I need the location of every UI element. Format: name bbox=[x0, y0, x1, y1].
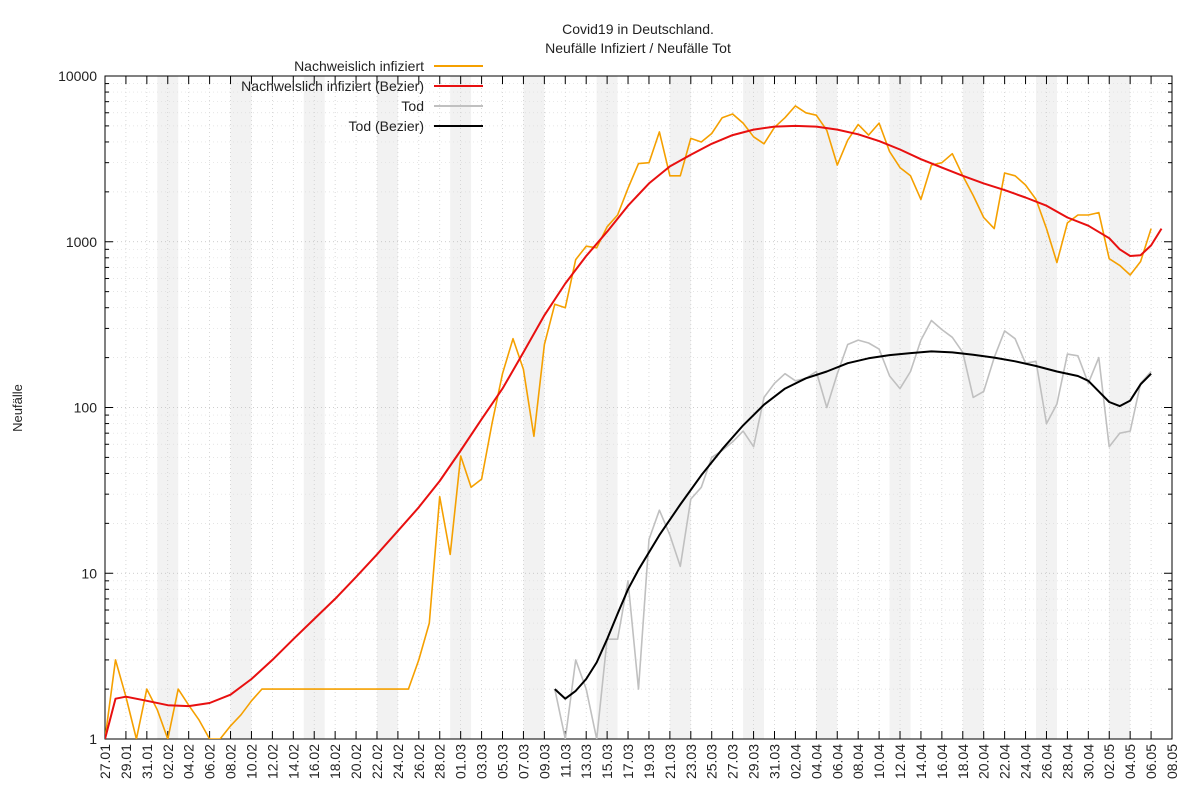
x-tick-label: 25.03 bbox=[704, 744, 720, 779]
x-tick-label: 29.03 bbox=[746, 744, 762, 779]
x-tick-label: 16.04 bbox=[934, 744, 950, 779]
x-tick-label: 26.04 bbox=[1038, 744, 1054, 779]
x-tick-label: 12.02 bbox=[264, 744, 280, 779]
x-tick-label: 02.04 bbox=[787, 744, 803, 779]
series-line-2 bbox=[105, 124, 1163, 739]
x-tick-label: 10.04 bbox=[871, 744, 887, 779]
x-tick-label: 20.02 bbox=[348, 744, 364, 779]
x-tick-label: 06.02 bbox=[202, 744, 218, 779]
x-tick-label: 05.03 bbox=[495, 744, 511, 779]
x-tick-label: 04.05 bbox=[1122, 744, 1138, 779]
x-tick-label: 26.02 bbox=[411, 744, 427, 779]
x-tick-label: 10.02 bbox=[243, 744, 259, 779]
y-axis-label: Neufälle bbox=[10, 384, 25, 432]
x-tick-label: 14.02 bbox=[285, 744, 301, 779]
x-tick-label: 24.04 bbox=[1018, 744, 1034, 779]
series-line-4 bbox=[554, 350, 1152, 700]
x-tick-label: 28.04 bbox=[1059, 744, 1075, 779]
x-tick-label: 08.02 bbox=[223, 744, 239, 779]
x-tick-label: 03.03 bbox=[474, 744, 490, 779]
y-axis: 1 10 100 1000 10000 bbox=[58, 68, 1172, 747]
weekend-band bbox=[157, 76, 179, 739]
x-tick-label: 24.02 bbox=[390, 744, 406, 779]
legend-label: Nachweislich infiziert (Bezier) bbox=[241, 78, 424, 94]
grid-lines bbox=[104, 75, 1173, 740]
legend-label: Nachweislich infiziert bbox=[294, 58, 424, 74]
x-tick-label: 20.04 bbox=[976, 744, 992, 779]
x-tick-label: 14.04 bbox=[913, 744, 929, 779]
x-tick-label: 27.01 bbox=[97, 744, 113, 779]
x-tick-label: 27.03 bbox=[725, 744, 741, 779]
x-tick-label: 12.04 bbox=[892, 744, 908, 779]
x-tick-label: 01.03 bbox=[453, 744, 469, 779]
y-tick-label: 1 bbox=[89, 731, 97, 747]
series-line-1 bbox=[105, 105, 1152, 739]
y-tick-label: 10 bbox=[81, 565, 97, 581]
x-tick-label: 30.04 bbox=[1080, 744, 1096, 779]
legend-entry-deaths: Tod bbox=[401, 98, 483, 114]
x-tick-label: 11.03 bbox=[557, 744, 573, 778]
x-tick-label: 19.03 bbox=[641, 744, 657, 779]
weekend-band bbox=[230, 76, 252, 739]
x-tick-label: 28.02 bbox=[432, 744, 448, 779]
x-tick-label: 31.03 bbox=[766, 744, 782, 779]
weekend-band bbox=[376, 76, 398, 739]
x-tick-label: 18.02 bbox=[327, 744, 343, 779]
series-line-3 bbox=[554, 319, 1152, 739]
y-tick-label: 100 bbox=[74, 400, 98, 416]
x-tick-label: 02.05 bbox=[1101, 744, 1117, 779]
x-tick-label: 17.03 bbox=[620, 744, 636, 779]
legend-entry-infected: Nachweislich infiziert bbox=[294, 58, 483, 74]
legend-entry-deaths-bezier: Tod (Bezier) bbox=[349, 118, 483, 134]
legend: Nachweislich infiziert Nachweislich infi… bbox=[241, 58, 483, 134]
x-tick-label: 07.03 bbox=[515, 744, 531, 779]
x-tick-label: 04.02 bbox=[181, 744, 197, 779]
y-tick-label: 1000 bbox=[66, 234, 97, 250]
x-tick-label: 08.04 bbox=[850, 744, 866, 779]
x-tick-label: 22.02 bbox=[369, 744, 385, 779]
x-tick-label: 08.05 bbox=[1164, 744, 1180, 779]
weekend-band bbox=[1109, 76, 1131, 739]
legend-label: Tod bbox=[401, 98, 424, 114]
x-tick-label: 09.03 bbox=[536, 744, 552, 779]
x-tick-label: 06.04 bbox=[829, 744, 845, 779]
y-tick-label: 10000 bbox=[58, 68, 97, 84]
x-tick-label: 16.02 bbox=[306, 744, 322, 779]
x-tick-label: 31.01 bbox=[139, 744, 155, 779]
x-tick-label: 15.03 bbox=[599, 744, 615, 779]
x-tick-label: 06.05 bbox=[1143, 744, 1159, 779]
x-tick-label: 22.04 bbox=[997, 744, 1013, 779]
chart-subtitle: Neufälle Infiziert / Neufälle Tot bbox=[545, 40, 731, 56]
weekend-band bbox=[303, 76, 325, 739]
legend-entry-infected-bezier: Nachweislich infiziert (Bezier) bbox=[241, 78, 483, 94]
x-tick-label: 23.03 bbox=[683, 744, 699, 779]
legend-label: Tod (Bezier) bbox=[349, 118, 424, 134]
x-tick-label: 02.02 bbox=[160, 744, 176, 779]
x-tick-label: 21.03 bbox=[662, 744, 678, 779]
weekend-band bbox=[889, 76, 911, 739]
x-tick-label: 18.04 bbox=[955, 744, 971, 779]
chart-title: Covid19 in Deutschland. bbox=[562, 21, 714, 37]
series-lines bbox=[105, 105, 1163, 739]
x-tick-label: 13.03 bbox=[578, 744, 594, 779]
x-tick-label: 04.04 bbox=[808, 744, 824, 779]
x-tick-label: 29.01 bbox=[118, 744, 134, 779]
